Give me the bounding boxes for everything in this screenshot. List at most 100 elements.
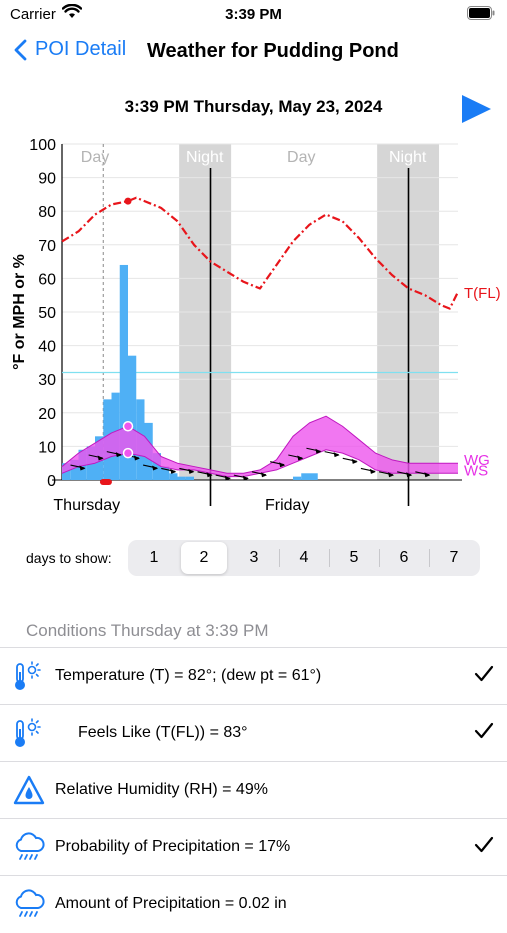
chevron-left-icon bbox=[14, 39, 27, 60]
period-label: Day bbox=[287, 149, 315, 166]
period-label: Night bbox=[186, 149, 224, 166]
days-segmented-control[interactable]: 1 2 3 4 5 6 7 bbox=[128, 540, 480, 576]
y-axis-label: °F or MPH or % bbox=[11, 254, 28, 370]
precip-bar bbox=[301, 473, 310, 480]
condition-label: Feels Like (T(FL)) = 83° bbox=[78, 724, 248, 741]
series-label: WG bbox=[464, 452, 490, 469]
time-indicator[interactable] bbox=[99, 479, 112, 485]
segment-divider bbox=[379, 549, 380, 567]
wind-arrowhead bbox=[315, 448, 322, 454]
carrier-label: Carrier bbox=[10, 6, 56, 23]
condition-label: Amount of Precipitation = 0.02 in bbox=[55, 895, 287, 912]
y-tick-label: 10 bbox=[38, 439, 56, 456]
x-day-label: Thursday bbox=[53, 497, 120, 514]
precip-bar bbox=[169, 473, 178, 480]
wind-arrowhead bbox=[170, 468, 177, 474]
precip-bar bbox=[293, 476, 302, 480]
current-value-marker bbox=[122, 447, 134, 459]
wind-arrowhead bbox=[333, 452, 340, 458]
wind-arrowhead bbox=[297, 455, 304, 461]
condition-row[interactable]: Temperature (T) = 82°; (dew pt = 61°) bbox=[0, 648, 507, 705]
condition-check[interactable] bbox=[474, 722, 494, 745]
condition-row[interactable]: Amount of Precipitation = 0.02 in bbox=[0, 876, 507, 933]
current-value-marker bbox=[124, 197, 132, 205]
precip-bar bbox=[177, 476, 186, 480]
condition-row[interactable]: Probability of Precipitation = 17% bbox=[0, 819, 507, 876]
wind-arrowhead bbox=[242, 475, 249, 481]
condition-row[interactable]: Relative Humidity (RH) = 49% bbox=[0, 762, 507, 819]
days-option-6[interactable]: 6 bbox=[399, 549, 409, 566]
condition-label: Relative Humidity (RH) = 49% bbox=[55, 781, 268, 798]
y-tick-label: 90 bbox=[38, 171, 56, 188]
back-button-label: POI Detail bbox=[35, 38, 127, 60]
days-option-3[interactable]: 3 bbox=[249, 549, 259, 566]
precip-bar bbox=[119, 264, 128, 480]
y-tick-label: 60 bbox=[38, 271, 56, 288]
wind-arrowhead bbox=[206, 472, 213, 478]
weather-chart[interactable]: 0 10 20 30 40 50 60 70 80 90 100 Day Night Day Night °F… bbox=[0, 128, 507, 528]
wind-arrowhead bbox=[152, 465, 159, 471]
wind-arrowhead bbox=[115, 452, 122, 458]
row-separator bbox=[0, 647, 507, 648]
days-to-show-label: days to show: bbox=[26, 550, 112, 566]
battery-icon bbox=[467, 6, 495, 20]
days-option-7[interactable]: 7 bbox=[449, 549, 459, 566]
thermometer-sun-icon bbox=[12, 660, 42, 699]
condition-check[interactable] bbox=[474, 836, 494, 859]
wind-band bbox=[62, 416, 458, 477]
wind-arrowhead bbox=[224, 475, 231, 481]
days-option-4[interactable]: 4 bbox=[299, 549, 309, 566]
checkmark-icon bbox=[474, 665, 494, 682]
series-label: T(FL) bbox=[464, 285, 501, 302]
page-title: Weather for Pudding Pond bbox=[147, 40, 399, 62]
condition-check[interactable] bbox=[474, 665, 494, 688]
navigation-bar: POI Detail Weather for Pudding Pond bbox=[0, 36, 507, 70]
wind-arrowhead bbox=[279, 462, 286, 468]
condition-row[interactable]: Feels Like (T(FL)) = 83° bbox=[0, 705, 507, 762]
condition-label: Probability of Precipitation = 17% bbox=[55, 838, 291, 855]
row-separator bbox=[0, 818, 507, 819]
checkmark-icon bbox=[474, 836, 494, 853]
precip-bar bbox=[152, 453, 161, 480]
wind-arrowhead bbox=[388, 472, 395, 478]
wind-arrowhead bbox=[133, 455, 140, 461]
wind-arrowhead bbox=[369, 468, 376, 474]
period-label: Day bbox=[81, 149, 109, 166]
row-separator bbox=[0, 875, 507, 876]
wind-arrowhead bbox=[351, 458, 358, 464]
condition-label: Temperature (T) = 82°; (dew pt = 61°) bbox=[55, 667, 322, 684]
status-bar: Carrier 3:39 PM bbox=[0, 0, 507, 30]
play-button[interactable] bbox=[459, 92, 493, 126]
play-icon bbox=[462, 95, 491, 123]
wind-arrowhead bbox=[406, 472, 413, 478]
days-option-1[interactable]: 1 bbox=[149, 549, 159, 566]
segment-divider bbox=[279, 549, 280, 567]
series-label: WS bbox=[464, 462, 488, 479]
row-separator bbox=[0, 761, 507, 762]
series-line-tfl bbox=[61, 196, 459, 310]
y-tick-label: 40 bbox=[38, 339, 56, 356]
y-tick-label: 30 bbox=[38, 372, 56, 389]
days-selector: days to show: 1 2 3 4 5 6 7 bbox=[0, 538, 507, 578]
days-option-5[interactable]: 5 bbox=[349, 549, 359, 566]
days-option-2[interactable]: 2 bbox=[181, 542, 227, 574]
segment-divider bbox=[429, 549, 430, 567]
precip-bar bbox=[185, 476, 194, 480]
precip-bar bbox=[70, 459, 79, 480]
wind-arrowhead bbox=[188, 468, 195, 474]
precip-bar bbox=[128, 355, 137, 480]
y-tick-label: 70 bbox=[38, 238, 56, 255]
checkmark-icon bbox=[474, 722, 494, 739]
wind-arrowhead bbox=[424, 472, 431, 478]
current-value-marker bbox=[122, 420, 134, 432]
precip-bar bbox=[161, 466, 170, 480]
wind-arrowhead bbox=[261, 472, 267, 478]
back-button[interactable]: POI Detail bbox=[14, 38, 126, 61]
y-tick-label: 100 bbox=[29, 137, 56, 154]
humidity-drop-icon bbox=[12, 774, 46, 813]
row-separator bbox=[0, 704, 507, 705]
rain-cloud-icon bbox=[12, 888, 46, 927]
forecast-datetime: 3:39 PM Thursday, May 23, 2024 bbox=[124, 97, 383, 116]
wind-arrowhead bbox=[79, 465, 86, 471]
y-tick-label: 0 bbox=[47, 473, 56, 490]
